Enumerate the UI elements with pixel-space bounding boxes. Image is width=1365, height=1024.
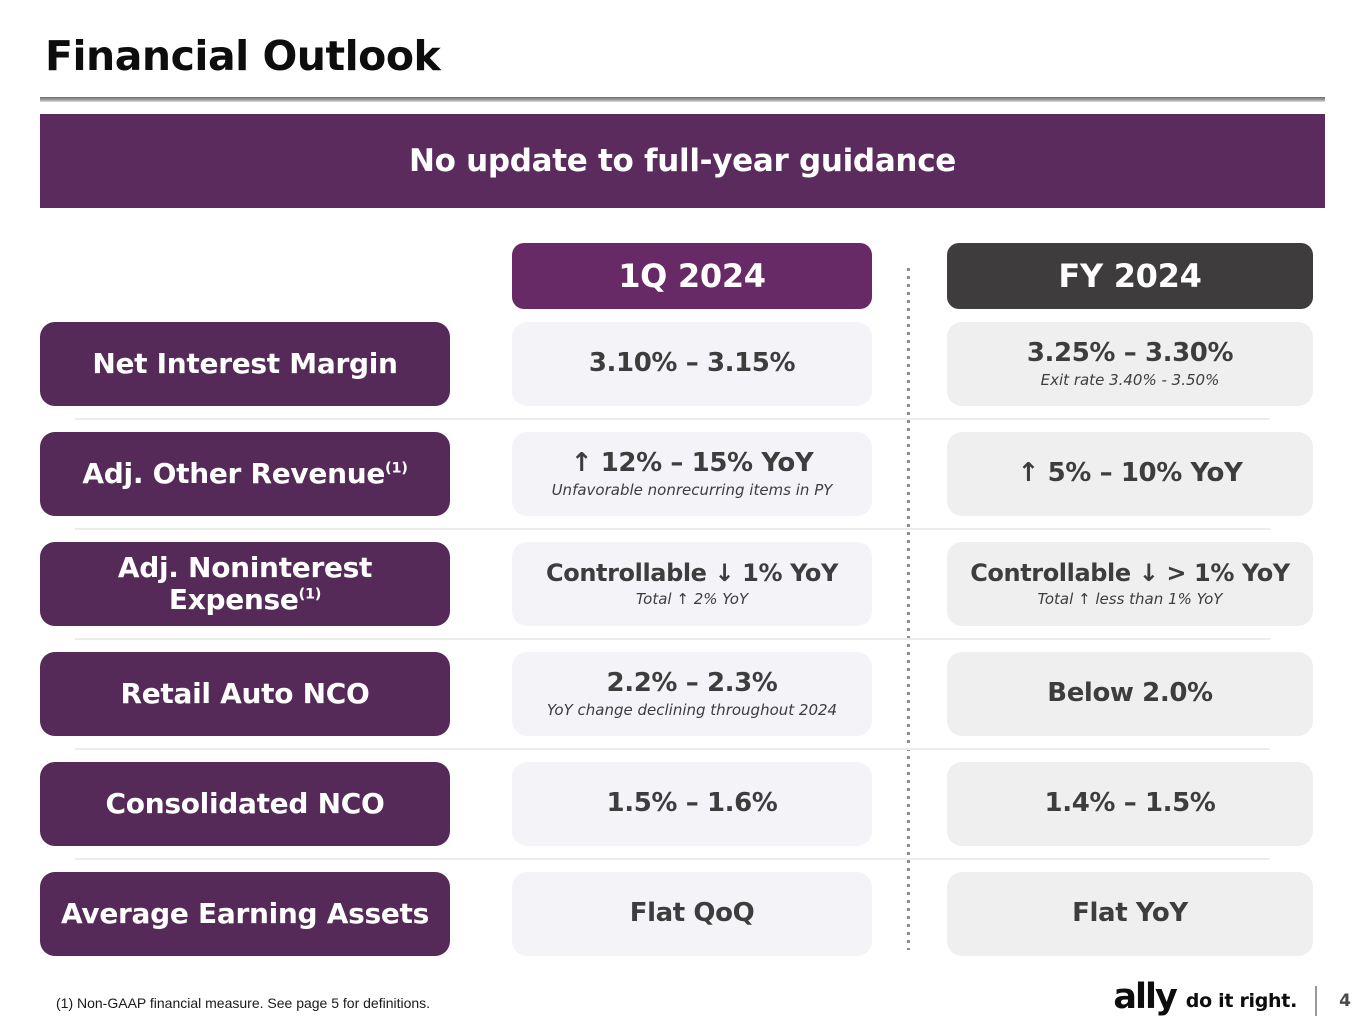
footnote: (1) Non-GAAP financial measure. See page…	[56, 995, 431, 1011]
row-label-pill: Consolidated NCO	[40, 762, 450, 846]
fy-value: 1.4% – 1.5%	[1044, 788, 1216, 819]
q1-value: 3.10% – 3.15%	[588, 348, 796, 379]
column-header-1q-2024: 1Q 2024	[512, 243, 872, 309]
fy-value: Below 2.0%	[1047, 678, 1213, 709]
fy-cell: Below 2.0%	[947, 652, 1313, 736]
footer-divider	[1315, 985, 1317, 1016]
fy-subtext: Exit rate 3.40% - 3.50%	[1040, 371, 1220, 390]
table-row-net-interest-margin: Net Interest Margin 3.10% – 3.15% 3.25% …	[0, 322, 1365, 406]
column-header-fy-2024: FY 2024	[947, 243, 1313, 309]
q1-value: ↑ 12% – 15% YoY	[570, 447, 814, 478]
guidance-banner-text: No update to full-year guidance	[408, 143, 957, 179]
fy-cell: 1.4% – 1.5%	[947, 762, 1313, 846]
fy-cell: Flat YoY	[947, 872, 1313, 956]
fy-value: ↑ 5% – 10% YoY	[1017, 458, 1243, 489]
row-label-pill: Average Earning Assets	[40, 872, 450, 956]
fy-cell: 3.25% – 3.30% Exit rate 3.40% - 3.50%	[947, 322, 1313, 406]
q1-value: Controllable ↓ 1% YoY	[546, 559, 838, 588]
row-separator	[75, 528, 1270, 530]
fy-cell: ↑ 5% – 10% YoY	[947, 432, 1313, 516]
q1-cell: 1.5% – 1.6%	[512, 762, 872, 846]
ally-logo: ally	[1113, 977, 1177, 1017]
q1-subtext: Unfavorable nonrecurring items in PY	[551, 481, 833, 500]
table-row-retail-auto-nco: Retail Auto NCO 2.2% – 2.3% YoY change d…	[0, 652, 1365, 736]
q1-cell: 2.2% – 2.3% YoY change declining through…	[512, 652, 872, 736]
page-title: Financial Outlook	[45, 32, 441, 80]
column-dotted-divider	[907, 268, 910, 950]
row-label: Consolidated NCO	[105, 786, 385, 820]
q1-cell: ↑ 12% – 15% YoY Unfavorable nonrecurring…	[512, 432, 872, 516]
row-label-pill: Adj. Noninterest Expense(1)	[40, 542, 450, 626]
table-row-average-earning-assets: Average Earning Assets Flat QoQ Flat YoY	[0, 872, 1365, 956]
fy-value: Controllable ↓ > 1% YoY	[970, 559, 1290, 588]
row-label: Adj. Other Revenue(1)	[82, 456, 408, 490]
row-label-pill: Net Interest Margin	[40, 322, 450, 406]
page-number: 4	[1339, 990, 1351, 1011]
table-row-adj-other-revenue: Adj. Other Revenue(1) ↑ 12% – 15% YoY Un…	[0, 432, 1365, 516]
fy-cell: Controllable ↓ > 1% YoY Total ↑ less tha…	[947, 542, 1313, 626]
row-separator	[75, 858, 1270, 860]
guidance-banner: No update to full-year guidance	[40, 114, 1325, 208]
row-label: Average Earning Assets	[61, 896, 429, 930]
brand-footer: ally do it right. 4	[1113, 980, 1351, 1021]
q1-cell: 3.10% – 3.15%	[512, 322, 872, 406]
row-separator	[75, 418, 1270, 420]
q1-value: Flat QoQ	[629, 898, 755, 929]
title-underline	[40, 97, 1325, 102]
row-separator	[75, 748, 1270, 750]
q1-subtext: YoY change declining throughout 2024	[546, 701, 838, 720]
row-separator	[75, 638, 1270, 640]
fy-subtext: Total ↑ less than 1% YoY	[1037, 589, 1223, 608]
fy-value: Flat YoY	[1072, 898, 1188, 929]
q1-value: 2.2% – 2.3%	[606, 667, 778, 698]
row-label: Adj. Noninterest Expense(1)	[117, 550, 373, 616]
q1-subtext: Total ↑ 2% YoY	[635, 589, 749, 608]
brand-tagline: do it right.	[1185, 989, 1298, 1012]
q1-cell: Flat QoQ	[512, 872, 872, 956]
row-label-pill: Adj. Other Revenue(1)	[40, 432, 450, 516]
table-row-consolidated-nco: Consolidated NCO 1.5% – 1.6% 1.4% – 1.5%	[0, 762, 1365, 846]
row-label-pill: Retail Auto NCO	[40, 652, 450, 736]
table-row-adj-noninterest-expense: Adj. Noninterest Expense(1) Controllable…	[0, 542, 1365, 626]
row-label: Net Interest Margin	[92, 346, 398, 380]
row-label: Retail Auto NCO	[120, 676, 370, 710]
fy-value: 3.25% – 3.30%	[1026, 337, 1234, 368]
q1-value: 1.5% – 1.6%	[606, 788, 778, 819]
q1-cell: Controllable ↓ 1% YoY Total ↑ 2% YoY	[512, 542, 872, 626]
